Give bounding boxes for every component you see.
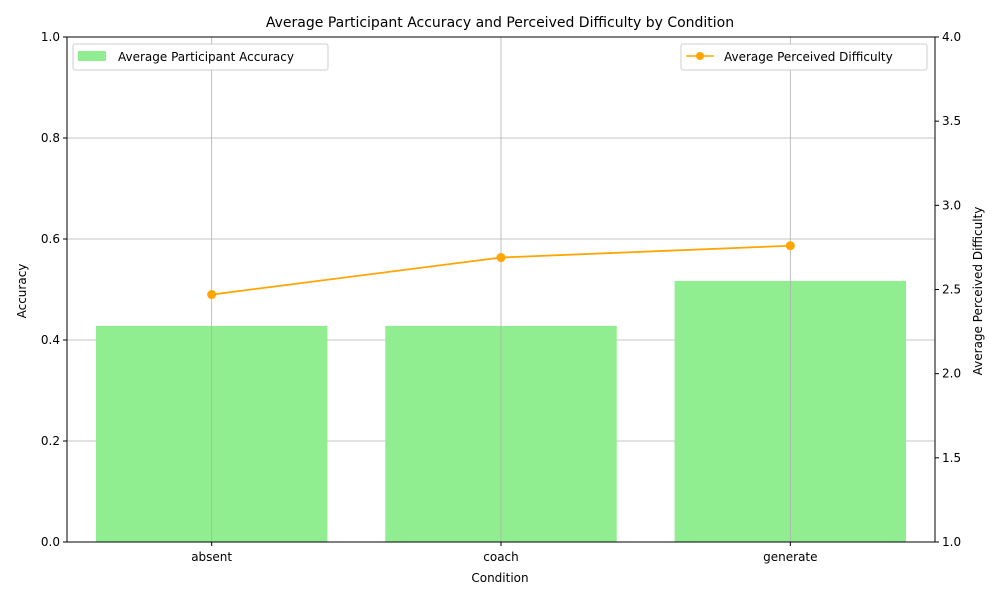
y-tick-label: 0.4: [41, 333, 60, 347]
difficulty-point-coach: [496, 253, 506, 263]
y-tick-label: 0.2: [41, 434, 60, 448]
x-tick-label-coach: coach: [483, 550, 519, 564]
y2-tick-label: 3.5: [942, 114, 961, 128]
y-axis-label: Accuracy: [15, 264, 29, 319]
y-tick-label: 1.0: [41, 30, 60, 44]
legend-swatch-accuracy: [78, 51, 106, 61]
y2-tick-label: 2.0: [942, 367, 961, 381]
legend-accuracy: Average Participant Accuracy: [72, 43, 329, 71]
y2-tick-label: 2.5: [942, 283, 961, 297]
y2-axis-label: Average Perceived Difficulty: [971, 207, 985, 376]
y-tick-label: 0.8: [41, 131, 60, 145]
x-axis-label: Condition: [471, 571, 528, 585]
y2-tick-label: 1.0: [942, 535, 961, 549]
tick-labels: 0.0 0.2 0.4 0.6 0.8 1.0 1.0 1.5 2.0 2.5 3.0 3.5 4.0 a…: [41, 30, 961, 564]
y2-tick-label: 1.5: [942, 451, 961, 465]
legend-box: [680, 43, 928, 71]
difficulty-point-absent: [207, 290, 217, 300]
legend-label-difficulty: Average Perceived Difficulty: [724, 50, 893, 64]
difficulty-point-generate: [785, 241, 795, 251]
chart-title: Average Participant Accuracy and Perceiv…: [266, 15, 734, 31]
line-series: [207, 241, 795, 300]
legend-marker-difficulty: [696, 52, 704, 60]
legend-difficulty: Average Perceived Difficulty: [680, 43, 928, 71]
y-tick-label: 0.6: [41, 232, 60, 246]
x-tick-label-generate: generate: [763, 550, 817, 564]
x-tick-label-absent: absent: [191, 550, 232, 564]
y2-tick-label: 4.0: [942, 30, 961, 44]
legend-label-accuracy: Average Participant Accuracy: [118, 50, 294, 64]
axes: [63, 36, 939, 546]
y-tick-label: 0.0: [41, 535, 60, 549]
legend-box: [72, 43, 329, 71]
y2-tick-label: 3.0: [942, 198, 961, 212]
